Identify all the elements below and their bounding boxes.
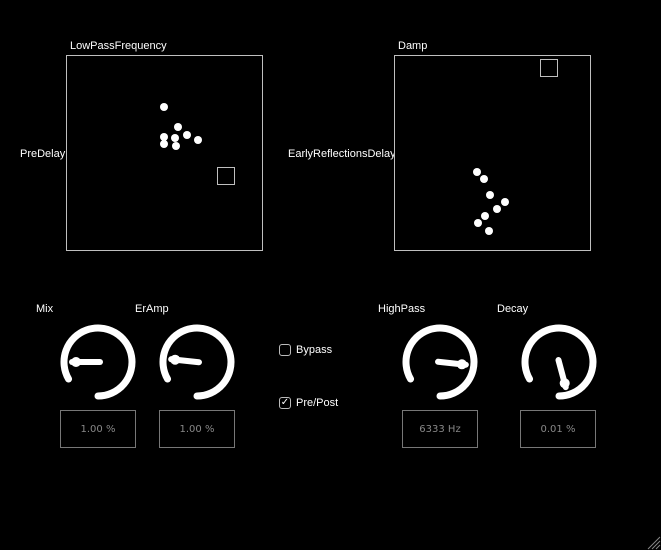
- knob-track: [159, 324, 235, 400]
- reflection-point: [493, 205, 501, 213]
- mix-value-field[interactable]: 1.00 %: [60, 410, 136, 448]
- prepost-checkbox[interactable]: ✓: [279, 397, 291, 409]
- reflection-point: [480, 175, 488, 183]
- knob-indicator: [559, 378, 570, 389]
- knob-indicator: [71, 357, 81, 367]
- predelay-label: PreDelay: [20, 148, 66, 160]
- bypass-checkbox[interactable]: [279, 344, 291, 356]
- prepost-label: Pre/Post: [296, 397, 339, 409]
- eramp-label: ErAmp: [135, 303, 169, 315]
- bypass-toggle[interactable]: Bypass: [279, 344, 332, 356]
- xy-pad-handle[interactable]: [540, 59, 558, 77]
- knob-track: [402, 324, 478, 400]
- reflection-point: [160, 103, 168, 111]
- bypass-label: Bypass: [296, 344, 333, 356]
- damp-label: Damp: [398, 40, 428, 52]
- xy-pad-damp-erdelay[interactable]: [394, 55, 591, 251]
- reflection-point: [501, 198, 509, 206]
- knob-indicator: [456, 359, 467, 370]
- early-reflections-delay-label: EarlyReflectionsDelay: [288, 148, 396, 160]
- highpass-knob[interactable]: [400, 322, 480, 402]
- reflection-point: [485, 227, 493, 235]
- mix-knob[interactable]: [58, 322, 138, 402]
- knob-track: [521, 324, 597, 400]
- reflection-point: [160, 133, 168, 141]
- reflection-point: [474, 219, 482, 227]
- reflection-point: [171, 134, 179, 142]
- xy-pad-lowpass-predelay[interactable]: [66, 55, 263, 251]
- reflection-point: [160, 140, 168, 148]
- highpass-value-field[interactable]: 6333 Hz: [402, 410, 478, 448]
- reflection-point: [473, 168, 481, 176]
- mix-label: Mix: [36, 303, 54, 315]
- resize-grip-icon[interactable]: [645, 534, 661, 550]
- checkmark-icon: ✓: [280, 397, 290, 408]
- decay-knob[interactable]: [519, 322, 599, 402]
- reflection-point: [486, 191, 494, 199]
- reflection-point: [481, 212, 489, 220]
- reflection-point: [172, 142, 180, 150]
- reflection-point: [183, 131, 191, 139]
- knob-track: [60, 324, 136, 400]
- decay-label: Decay: [497, 303, 529, 315]
- knob-indicator: [170, 354, 181, 365]
- reflection-point: [194, 136, 202, 144]
- xy-pad-handle[interactable]: [217, 167, 235, 185]
- lowpass-frequency-label: LowPassFrequency: [70, 40, 167, 52]
- reflection-point: [174, 123, 182, 131]
- eramp-value-field[interactable]: 1.00 %: [159, 410, 235, 448]
- decay-value-field[interactable]: 0.01 %: [520, 410, 596, 448]
- eramp-knob[interactable]: [157, 322, 237, 402]
- prepost-toggle[interactable]: ✓ Pre/Post: [279, 397, 338, 409]
- highpass-label: HighPass: [378, 303, 426, 315]
